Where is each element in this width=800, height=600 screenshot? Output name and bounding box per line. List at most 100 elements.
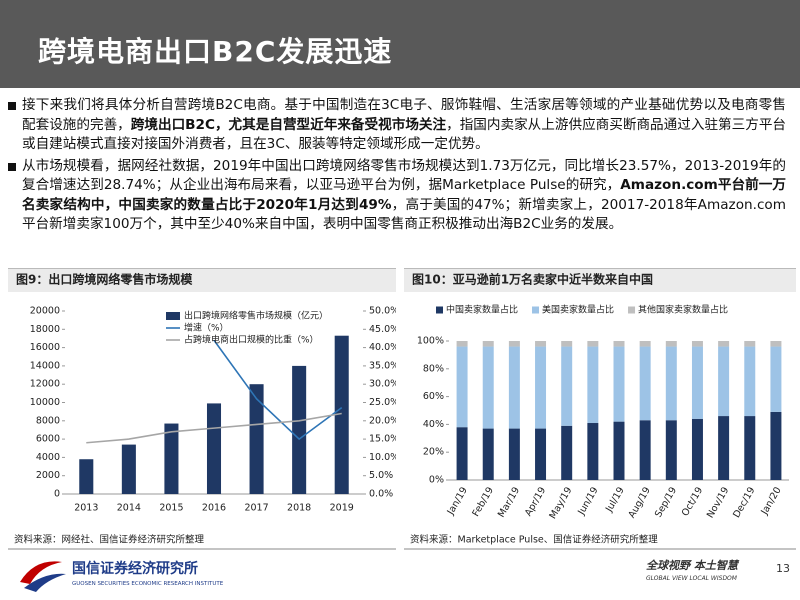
bar	[691, 341, 703, 347]
y-tick-label: 14000	[30, 360, 60, 371]
x-tick-label: Apr/19	[523, 485, 548, 518]
bar	[508, 346, 520, 429]
bar	[508, 428, 520, 480]
legend-label: 中国卖家数量占比	[446, 304, 518, 316]
bar	[639, 420, 651, 480]
y2-tick-label: 30.0%	[369, 379, 396, 390]
bar	[639, 346, 651, 421]
text-run: ，高于美国的47%；新增卖家上，20017-2018年Amazon.com平台新…	[22, 196, 786, 233]
y-tick-label: 0	[54, 489, 60, 500]
panel-title-band	[404, 268, 796, 292]
chart-title: 图10：亚马逊前1万名卖家中近半数来自中国	[412, 272, 653, 287]
y-tick-label: 6000	[36, 434, 60, 445]
bar	[770, 411, 782, 480]
x-tick-label: 2015	[159, 503, 183, 514]
y-tick-label: 10000	[30, 397, 60, 408]
footer: 国信证券经济研究所 GUOSEN SECURITIES ECONOMIC RES…	[20, 559, 790, 592]
y2-tick-label: 10.0%	[369, 452, 396, 463]
bullet	[8, 102, 16, 110]
legend-swatch	[532, 306, 540, 314]
line-series	[86, 412, 342, 444]
x-tick-label: Dec/19	[731, 485, 757, 520]
slogan-en: GLOBAL VIEW LOCAL WISDOM	[646, 575, 738, 582]
bar	[334, 335, 349, 494]
bar	[613, 346, 625, 422]
x-tick-label: 2013	[74, 503, 98, 514]
y-tick-label: 20%	[423, 447, 444, 458]
x-tick-label: Jul/19	[603, 485, 626, 515]
bar	[206, 403, 222, 494]
text-run: ，指国内卖家从上游供应商买断商品通过入驻第三方平台或自建站模式直接对接国外消费者…	[22, 116, 787, 153]
bar	[482, 428, 494, 480]
bar	[587, 423, 599, 480]
line-series	[213, 339, 343, 441]
page-title: 跨境电商出口B2C发展迅速	[38, 35, 393, 68]
x-tick-label: Feb/19	[470, 485, 496, 518]
bar	[121, 444, 136, 494]
x-tick-label: Jan/20	[759, 485, 784, 517]
bar	[456, 341, 468, 347]
bar	[79, 459, 94, 494]
bar	[665, 341, 677, 347]
bar	[535, 428, 547, 480]
bar	[691, 346, 703, 419]
page-number: 13	[776, 562, 790, 575]
chart-source: 资料来源：Marketplace Pulse、国信证券经济研究所整理	[410, 534, 658, 546]
x-tick-label: Sep/19	[653, 485, 679, 519]
bar	[535, 341, 547, 347]
legend-label: 增速（%）	[184, 322, 229, 334]
bullet	[8, 162, 16, 171]
panel-title-band	[8, 268, 396, 292]
text-run: 接下来我们将具体分析自营跨境B2C电商。基于中国制造在3C电子、服饰鞋帽、生活家…	[22, 97, 786, 133]
bar	[535, 346, 547, 429]
chart-source: 资料来源：网经社、国信证券经济研究所整理	[14, 534, 205, 546]
bar	[639, 341, 651, 347]
bar	[249, 384, 264, 494]
y2-tick-label: 5.0%	[369, 470, 393, 481]
legend-swatch	[166, 312, 180, 320]
paragraph: 从市场规模看，据网经社数据，2019年中国出口跨境网络零售市场规模达到1.73万…	[6, 157, 786, 235]
bar	[744, 416, 756, 480]
y-tick-label: 80%	[423, 363, 444, 374]
y-tick-label: 12000	[30, 379, 60, 390]
text-run: 从市场规模看，据网经社数据，2019年中国出口跨境网络零售市场规模达到1.73万…	[22, 157, 786, 194]
bar	[456, 346, 468, 428]
bold-text: Amazon.com平台前一万名卖家结构中，中国卖家的数量占比于2020年1月达…	[22, 177, 787, 213]
y-tick-label: 60%	[423, 391, 444, 402]
x-tick-label: 2016	[202, 503, 226, 514]
bar	[164, 423, 179, 494]
y-tick-label: 20000	[30, 306, 60, 317]
bar	[587, 346, 599, 424]
legend-label: 出口跨境网络零售市场规模（亿元）	[184, 310, 328, 322]
header: 跨境电商出口B2C发展迅速	[0, 0, 800, 88]
logo-mark	[24, 573, 66, 592]
logo-mark	[20, 561, 62, 584]
bar	[613, 341, 625, 347]
legend-label: 美国卖家数量占比	[542, 304, 614, 316]
x-tick-label: 2014	[117, 503, 141, 514]
bar	[770, 341, 782, 347]
x-tick-label: Mar/19	[496, 485, 522, 519]
chart-title: 图9：出口跨境网络零售市场规模	[16, 272, 193, 287]
y-tick-label: 2000	[36, 470, 60, 481]
y2-tick-label: 45.0%	[369, 324, 396, 335]
bold-text: 跨境出口B2C，尤其是自营型近年来备受视市场关注	[130, 116, 447, 133]
bar	[718, 341, 730, 347]
bar	[613, 421, 625, 480]
legend-label: 占跨境电商出口规模的比重（%）	[184, 334, 319, 346]
x-tick-label: Jan/19	[445, 485, 470, 517]
x-tick-label: 2017	[244, 503, 268, 514]
x-tick-label: May/19	[547, 485, 574, 521]
x-tick-label: 2018	[287, 503, 311, 514]
x-tick-label: Nov/19	[705, 485, 731, 520]
bar	[561, 425, 573, 480]
bar	[508, 341, 520, 347]
y-tick-label: 16000	[30, 342, 60, 353]
x-tick-label: Aug/19	[626, 485, 652, 520]
bar	[770, 346, 782, 412]
y2-tick-label: 20.0%	[369, 415, 396, 426]
y2-tick-label: 50.0%	[369, 306, 396, 317]
bar	[482, 346, 494, 429]
y-tick-label: 8000	[36, 415, 60, 426]
